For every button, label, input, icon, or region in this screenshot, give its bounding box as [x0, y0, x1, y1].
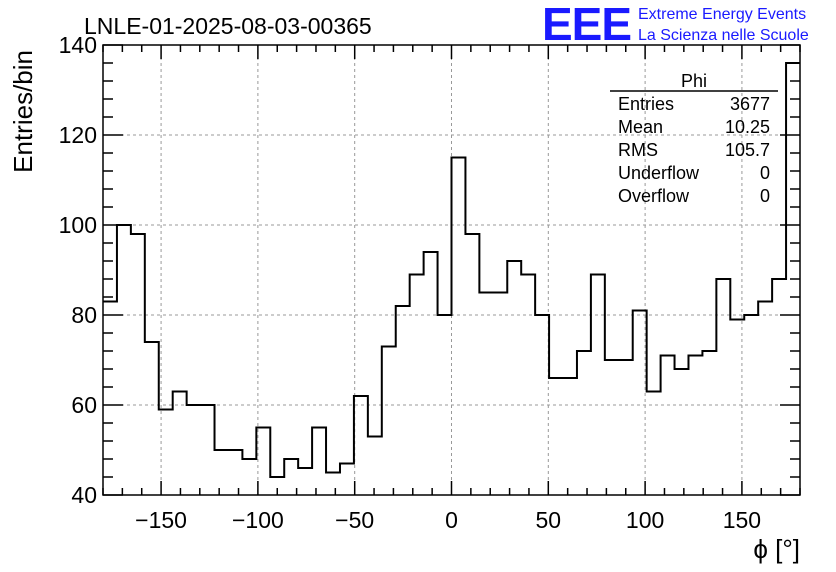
stats-box: Phi Entries 3677 Mean 10.25 RMS 105.7 Underflo…	[610, 71, 778, 206]
y-tick-label: 80	[71, 302, 97, 328]
x-tick-label: −150	[135, 507, 187, 533]
y-tick-label: 40	[71, 482, 97, 508]
x-tick-label: 0	[445, 507, 458, 533]
stats-value: 0	[760, 186, 770, 206]
stats-value: 0	[760, 163, 770, 183]
stats-title: Phi	[681, 71, 707, 91]
plot-frame	[102, 44, 801, 496]
y-tick-labels: 40 60 80 100 120 140	[59, 32, 97, 508]
x-tick-label: −50	[335, 507, 374, 533]
y-tick-label: 100	[59, 212, 97, 238]
stats-label: Underflow	[618, 163, 700, 183]
stats-label: Entries	[618, 94, 674, 114]
stats-label: Mean	[618, 117, 663, 137]
logo-line2: La Scienza nelle Scuole	[638, 27, 809, 44]
x-axis-label: ϕ [°]	[753, 534, 800, 564]
x-tick-label: 50	[536, 507, 562, 533]
stats-label: RMS	[618, 140, 658, 160]
stats-label: Overflow	[618, 186, 690, 206]
y-tick-label: 120	[59, 122, 97, 148]
x-tick-label: −100	[232, 507, 284, 533]
histogram-series	[103, 62, 800, 478]
x-tick-label: 150	[723, 507, 761, 533]
y-tick-label: 140	[59, 32, 97, 58]
stats-value: 10.25	[725, 117, 770, 137]
x-tick-labels: −150 −100 −50 0 50 100 150	[135, 507, 761, 533]
x-tick-label: 100	[626, 507, 664, 533]
chart-title: LNLE-01-2025-08-03-00365	[84, 13, 372, 39]
stats-value: 3677	[730, 94, 770, 114]
stats-value: 105.7	[725, 140, 770, 160]
stats-rows: Entries 3677 Mean 10.25 RMS 105.7 Underflow 0 Ov…	[618, 94, 770, 206]
y-axis-label: Entries/bin	[8, 50, 38, 173]
eee-logo: EEE Extreme Energy Events La Scienza nel…	[542, 0, 809, 50]
logo-line1: Extreme Energy Events	[638, 6, 806, 23]
logo-text: EEE	[542, 0, 631, 50]
y-tick-label: 60	[71, 392, 97, 418]
